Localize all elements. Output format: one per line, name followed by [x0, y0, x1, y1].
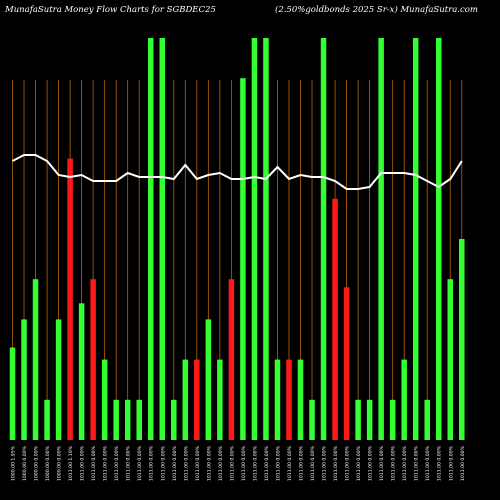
money-flow-bar — [9, 347, 16, 440]
money-flow-bar — [44, 399, 50, 440]
money-flow-bar — [240, 78, 246, 440]
x-tick-label: 1011.00 0.00% — [448, 445, 454, 481]
x-tick-label: 1011.00 0.00% — [437, 445, 443, 481]
chart-title: MunafaSutra Money Flow Charts for SGBDEC… — [5, 5, 216, 15]
money-flow-bars — [9, 38, 465, 440]
x-tick-label: 1011.00 0.00% — [402, 445, 408, 481]
money-flow-bar — [182, 359, 189, 440]
money-flow-bar — [274, 359, 281, 440]
money-flow-bar — [113, 399, 119, 440]
x-tick-label: 1011.00 0.00% — [114, 445, 120, 481]
x-axis-tick-labels: 1000.00 1.95% 1000.00 0.00% 1000.00 0.00% 1… — [11, 445, 466, 481]
x-tick-label: 1000.00 0.00% — [22, 445, 28, 481]
money-flow-bar — [90, 279, 96, 440]
x-tick-label: 1011.00 0.00% — [218, 445, 224, 481]
x-tick-label: 1011.00 0.00% — [149, 445, 155, 481]
chart-subtitle: (2.50%goldbonds 2025 Sr-x) MunafaSutra.c… — [275, 5, 478, 15]
x-tick-label: 1011.00 0.00% — [252, 445, 258, 481]
x-tick-label: 1011.00 0.00% — [91, 445, 97, 481]
x-tick-label: 1011.00 0.00% — [391, 445, 397, 481]
x-tick-label: 1011.00 0.00% — [103, 445, 109, 481]
x-tick-label: 1011.00 0.00% — [275, 445, 281, 481]
x-tick-label: 1011.00 0.00% — [195, 445, 201, 481]
x-tick-label: 1011.00 0.00% — [460, 445, 466, 481]
money-flow-bar — [459, 239, 465, 440]
chart-header: MunafaSutra Money Flow Charts for SGBDEC… — [0, 0, 500, 20]
x-tick-label: 1011.00 0.00% — [333, 445, 339, 481]
money-flow-bar — [389, 399, 396, 440]
money-flow-bar — [309, 399, 315, 440]
x-tick-label: 1011.00 0.00% — [80, 445, 86, 481]
money-flow-bar — [101, 359, 108, 440]
x-tick-label: 1011.00 0.00% — [368, 445, 374, 481]
x-tick-label: 1011.00 0.00% — [425, 445, 431, 481]
money-flow-bar — [320, 38, 327, 440]
money-flow-bar — [297, 359, 304, 440]
money-flow-bar — [424, 399, 430, 440]
x-tick-label: 1000.00 1.95% — [11, 445, 17, 481]
money-flow-bar — [332, 198, 338, 440]
x-tick-label: 1011.00 0.00% — [229, 445, 235, 481]
x-tick-label: 1011.00 0.00% — [299, 445, 305, 481]
money-flow-bar — [124, 399, 131, 440]
x-tick-label: 1011.00 0.00% — [126, 445, 132, 481]
money-flow-bar — [21, 319, 27, 440]
money-flow-bar — [55, 319, 62, 440]
x-tick-label: 1011.00 0.00% — [356, 445, 362, 481]
money-flow-bar — [435, 38, 442, 440]
x-tick-label: 1011.00 0.00% — [345, 445, 351, 481]
x-tick-label: 1011.00 1.10% — [68, 445, 74, 481]
x-tick-label: 1011.00 0.00% — [287, 445, 293, 481]
money-flow-bar — [32, 279, 39, 440]
x-tick-label: 1011.00 0.00% — [160, 445, 166, 481]
x-tick-label: 1000.00 0.00% — [45, 445, 51, 481]
price-line — [12, 154, 463, 190]
money-flow-bar — [205, 319, 212, 440]
money-flow-bar — [355, 399, 361, 440]
money-flow-bar — [159, 38, 166, 440]
money-flow-bar — [194, 359, 200, 440]
x-tick-label: 1011.00 0.00% — [241, 445, 247, 481]
x-tick-label: 1011.00 0.00% — [310, 445, 316, 481]
x-tick-label: 1011.00 0.00% — [206, 445, 212, 481]
x-tick-label: 1011.00 0.00% — [264, 445, 270, 481]
money-flow-bar — [147, 38, 154, 440]
money-flow-bar — [401, 359, 407, 440]
money-flow-bar — [343, 287, 350, 440]
price-line-path — [12, 154, 463, 190]
x-tick-label: 1011.00 0.00% — [379, 445, 385, 481]
x-tick-label: 1011.00 0.00% — [172, 445, 178, 481]
x-tick-label: 1000.00 0.00% — [57, 445, 63, 481]
money-flow-bar — [378, 38, 384, 440]
money-flow-bar — [286, 359, 292, 440]
x-tick-label: 1011.00 0.00% — [414, 445, 420, 481]
money-flow-bar — [78, 303, 85, 440]
money-flow-bar — [263, 38, 269, 440]
money-flow-bar — [136, 399, 142, 440]
x-tick-label: 1011.00 0.00% — [183, 445, 189, 481]
x-tick-label: 1000.00 0.00% — [34, 445, 40, 481]
x-tick-label: 1011.00 0.00% — [322, 445, 328, 481]
money-flow-bar — [447, 279, 454, 440]
money-flow-bar — [251, 38, 258, 440]
money-flow-bar — [412, 38, 419, 440]
money-flow-bar — [228, 279, 235, 440]
x-tick-label: 1011.00 0.00% — [137, 445, 143, 481]
money-flow-bar — [366, 399, 373, 440]
money-flow-bar — [67, 158, 73, 440]
money-flow-bar — [217, 359, 223, 440]
money-flow-bar — [171, 399, 177, 440]
